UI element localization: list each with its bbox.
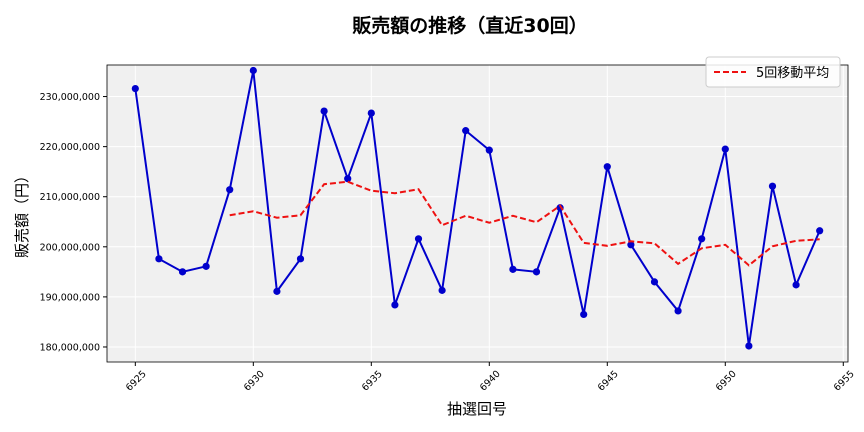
y-tick-label: 220,000,000 [40,142,100,153]
sales-point [698,235,706,243]
x-tick-label: 6945 [596,369,621,394]
sales-point [768,182,777,190]
plot-frame [106,64,849,363]
x-tick-label: 6930 [242,369,267,394]
y-tick-label: 230,000,000 [40,92,100,103]
sales-point [131,84,139,93]
y-tick-label: 210,000,000 [40,192,100,203]
sales-point [273,287,281,295]
sales-point [650,278,659,286]
x-axis-label: 抽選回号 [447,400,507,418]
legend-box [705,56,841,88]
sales-point [178,268,187,276]
grid [107,65,848,362]
sales-point [532,268,541,276]
sales-point [155,255,163,263]
moving-average-line [229,180,820,267]
sales-line [134,70,821,347]
sales-point [391,301,399,309]
sales-point [344,175,352,183]
sales-point [320,107,328,115]
sales-point [438,286,446,294]
x-tick-label: 6940 [478,369,503,394]
legend-label-moving-average: 5回移動平均 [756,66,829,81]
sales-point [627,241,635,249]
y-tick-label: 180,000,000 [40,342,100,353]
x-tick-label: 6955 [832,369,857,394]
sales-point [485,146,493,154]
sales-point [792,281,800,289]
sales-point [296,255,305,263]
sales-point [414,235,423,243]
sales-point [603,163,611,171]
y-tick-label: 200,000,000 [40,242,100,253]
y-axis-label: 販売額（円） [13,168,31,258]
sales-point [580,310,588,319]
sales-point [509,265,517,273]
sales-point [226,186,234,194]
sales-point [462,127,470,135]
y-tick-label: 190,000,000 [40,292,100,303]
sales-point [674,307,682,315]
sales-point [816,227,824,235]
x-tick-label: 6935 [360,369,385,394]
x-tick-label: 6950 [714,369,739,394]
sales-point [721,145,729,153]
x-tick-label: 6925 [124,369,149,394]
series-layer [131,66,824,350]
legend: 5回移動平均 [705,56,841,88]
chart-title: 販売額の推移（直近30回） [352,14,587,37]
sales-point [745,342,753,350]
sales-point [249,66,257,75]
plot-area [107,65,848,362]
sales-point [367,109,375,117]
sales-point [202,262,210,270]
